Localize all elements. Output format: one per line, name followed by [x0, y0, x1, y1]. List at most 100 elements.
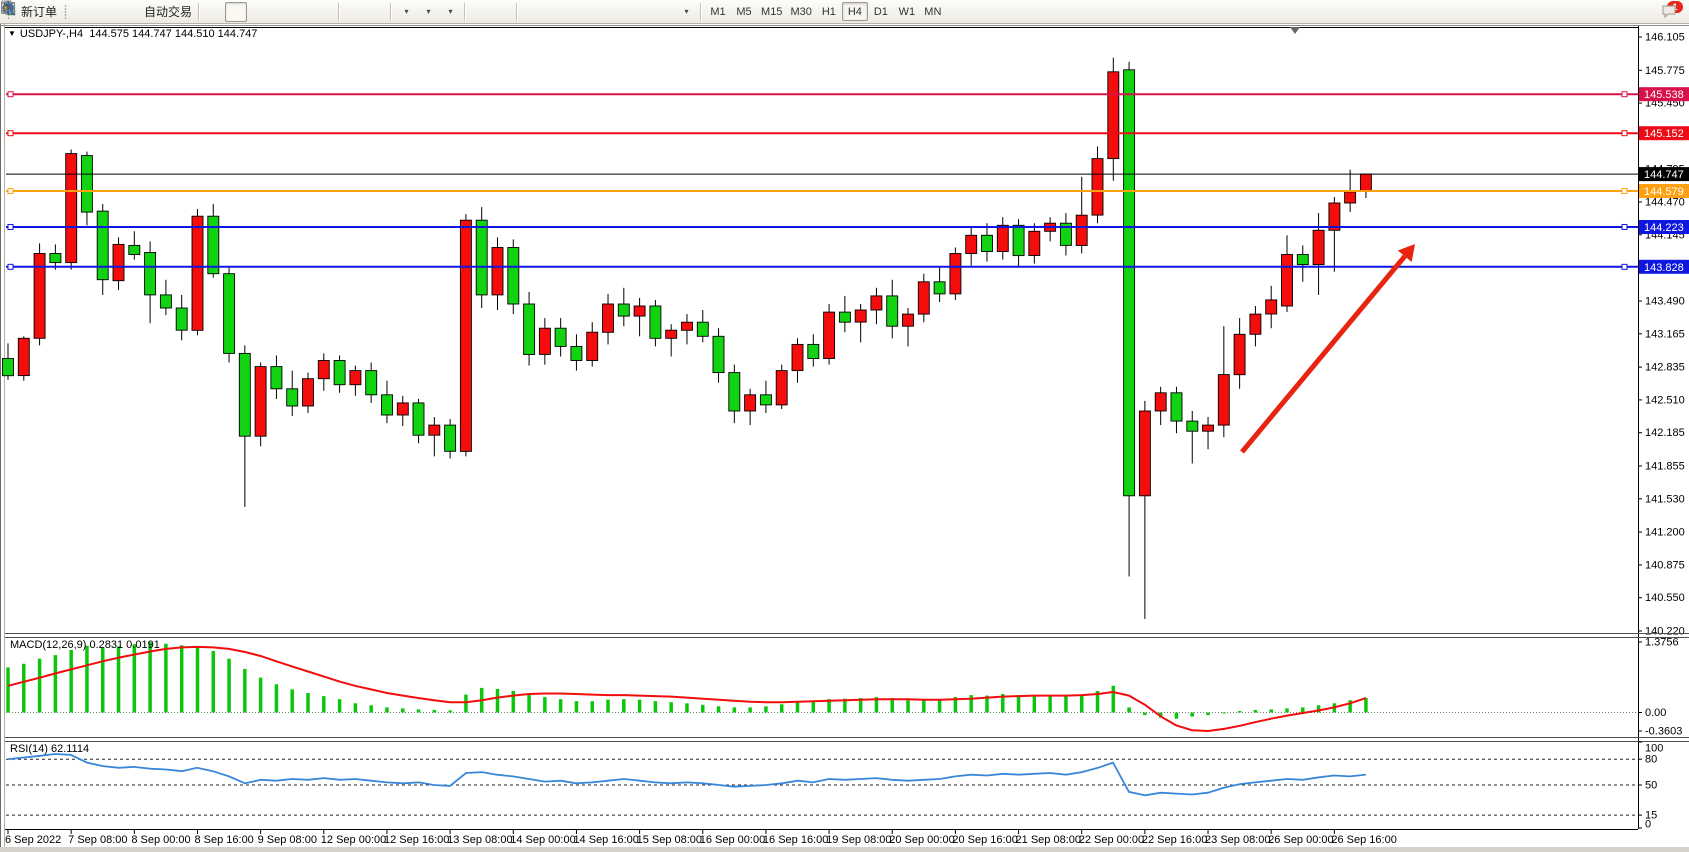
svg-text:144.470: 144.470 — [1645, 197, 1685, 209]
timeframe-w1[interactable]: W1 — [894, 2, 920, 21]
new-order-label: 新订单 — [21, 5, 58, 19]
horizontal-line-145.152[interactable] — [6, 130, 1638, 137]
auto-scroll-button[interactable] — [1, 2, 365, 22]
periods-button[interactable]: ▾ — [1, 1, 439, 22]
auto-trading-button[interactable]: 自动交易 — [1, 2, 195, 22]
horizontal-line-143.828[interactable] — [6, 263, 1638, 270]
vertical-line-button[interactable] — [7, 2, 543, 22]
svg-text:15 Sep 08:00: 15 Sep 08:00 — [637, 834, 702, 846]
svg-text:144.579: 144.579 — [1644, 186, 1684, 198]
svg-text:14 Sep 16:00: 14 Sep 16:00 — [573, 834, 638, 846]
crosshair-button[interactable] — [2, 2, 513, 22]
trendline-button[interactable] — [2, 2, 587, 22]
chat-icon[interactable]: 1 — [1660, 0, 1683, 22]
svg-text:143.828: 143.828 — [1644, 262, 1684, 274]
timeframe-d1[interactable]: D1 — [868, 2, 894, 21]
svg-text:26 Sep 00:00: 26 Sep 00:00 — [1268, 834, 1333, 846]
svg-text:23 Sep 08:00: 23 Sep 08:00 — [1205, 834, 1270, 846]
timeframe-m5[interactable]: M5 — [731, 2, 757, 21]
candlestick-type-button[interactable] — [4, 1, 248, 22]
svg-text:26 Sep 16:00: 26 Sep 16:00 — [1331, 834, 1396, 846]
svg-text:A: A — [4, 1, 13, 15]
new-order-button[interactable]: 新订单 — [1, 0, 60, 22]
horizontal-line-145.538[interactable] — [6, 91, 1638, 98]
horizontal-line-144.579[interactable] — [6, 188, 1638, 195]
timeframe-m1[interactable]: M1 — [705, 2, 731, 21]
chevron-down-icon: ▼ — [8, 29, 16, 38]
svg-text:145.152: 145.152 — [1644, 128, 1684, 140]
separator — [390, 2, 393, 21]
svg-text:16 Sep 16:00: 16 Sep 16:00 — [763, 834, 828, 846]
svg-text:1.3756: 1.3756 — [1645, 637, 1679, 649]
svg-text:144.223: 144.223 — [1644, 222, 1684, 234]
line-chart-type-button[interactable] — [1, 2, 269, 22]
rsi-pane[interactable] — [6, 753, 1638, 816]
macd-axis[interactable]: 1.3756 0.00 -0.3603 — [1638, 637, 1682, 738]
cursor-button[interactable] — [4, 2, 491, 22]
price-axis[interactable]: 146.105145.775145.450145.125144.795144.4… — [1638, 32, 1689, 638]
svg-text:8 Sep 16:00: 8 Sep 16:00 — [194, 834, 253, 846]
new-chart-button[interactable] — [1, 2, 115, 22]
svg-text:145.775: 145.775 — [1645, 65, 1685, 77]
svg-text:16 Sep 00:00: 16 Sep 00:00 — [700, 834, 765, 846]
svg-text:8 Sep 00:00: 8 Sep 00:00 — [131, 834, 190, 846]
chart-shift-marker[interactable] — [1290, 27, 1300, 34]
svg-text:7 Sep 08:00: 7 Sep 08:00 — [68, 834, 127, 846]
macd-pane[interactable] — [6, 642, 1638, 733]
svg-text:12 Sep 00:00: 12 Sep 00:00 — [321, 834, 386, 846]
channel-button[interactable]: E — [1, 2, 609, 22]
toolbar: 新订单 自动交易 ▾ ▾ ▾ E F A T ▾ M1M5M15M30H1H4D… — [0, 0, 1689, 24]
zoom-out-button[interactable] — [1, 1, 313, 22]
separator — [338, 2, 341, 21]
svg-text:143.165: 143.165 — [1645, 328, 1685, 340]
timeframe-m30[interactable]: M30 — [786, 2, 815, 21]
svg-text:6 Sep 2022: 6 Sep 2022 — [5, 834, 61, 846]
fibonacci-button[interactable]: F — [2, 2, 631, 22]
timeframe-m15[interactable]: M15 — [757, 2, 786, 21]
svg-text:14 Sep 00:00: 14 Sep 00:00 — [510, 834, 575, 846]
svg-text:141.855: 141.855 — [1645, 461, 1685, 473]
window-bottom-edge — [0, 847, 1689, 852]
svg-text:0.00: 0.00 — [1645, 707, 1666, 719]
timeframe-switcher: M1 M5 M15 M30 H1 H4 D1 W1 MN — [705, 2, 946, 22]
svg-text:9 Sep 08:00: 9 Sep 08:00 — [258, 834, 317, 846]
toolbar-grip[interactable] — [63, 3, 69, 20]
bar-chart-type-button[interactable] — [2, 2, 225, 22]
horizontal-line-button[interactable] — [2, 2, 565, 22]
svg-text:22 Sep 00:00: 22 Sep 00:00 — [1079, 834, 1144, 846]
timeframe-h1[interactable]: H1 — [816, 2, 842, 21]
svg-text:145.538: 145.538 — [1644, 89, 1684, 101]
timeframe-h4[interactable]: H4 — [841, 2, 868, 22]
horizontal-line-144.223[interactable] — [6, 223, 1638, 230]
timeframe-mn[interactable]: MN — [920, 2, 946, 21]
svg-text:12 Sep 16:00: 12 Sep 16:00 — [384, 834, 449, 846]
symbol-ohlc-label[interactable]: ▼ USDJPY-,H4 144.575 144.747 144.510 144.… — [8, 28, 258, 40]
tile-windows-button[interactable] — [2, 2, 335, 22]
zoom-in-button[interactable] — [1, 1, 291, 22]
trend-arrow[interactable] — [1240, 244, 1415, 454]
shapes-button[interactable]: ▾ — [2, 2, 697, 22]
megaphone-button[interactable] — [1, 2, 93, 22]
main-chart-pane[interactable] — [2, 27, 1372, 619]
chevron-down-icon: ▾ — [426, 7, 431, 16]
text-button[interactable]: A — [4, 1, 653, 22]
chart-shift-button[interactable] — [1, 2, 387, 22]
templates-button[interactable]: ▾ — [1, 2, 461, 22]
rsi-indicator-label: RSI(14) 62.1114 — [10, 743, 90, 755]
svg-text:144.747: 144.747 — [1644, 169, 1684, 181]
chevron-down-icon: ▾ — [684, 7, 689, 16]
separator — [700, 2, 703, 21]
svg-text:140.550: 140.550 — [1645, 592, 1685, 604]
indicators-button[interactable]: ▾ — [1, 2, 417, 22]
signals-button[interactable] — [2, 2, 137, 22]
separator — [198, 2, 201, 21]
svg-text:22 Sep 16:00: 22 Sep 16:00 — [1142, 834, 1207, 846]
text-label-button[interactable]: T — [2, 2, 675, 22]
svg-text:80: 80 — [1645, 754, 1657, 766]
svg-text:141.200: 141.200 — [1645, 527, 1685, 539]
time-axis[interactable]: 6 Sep 2022 7 Sep 08:00 8 Sep 00:00 8 Sep 16… — [5, 829, 1397, 846]
svg-text:T: T — [5, 4, 11, 15]
svg-text:13 Sep 08:00: 13 Sep 08:00 — [447, 834, 512, 846]
